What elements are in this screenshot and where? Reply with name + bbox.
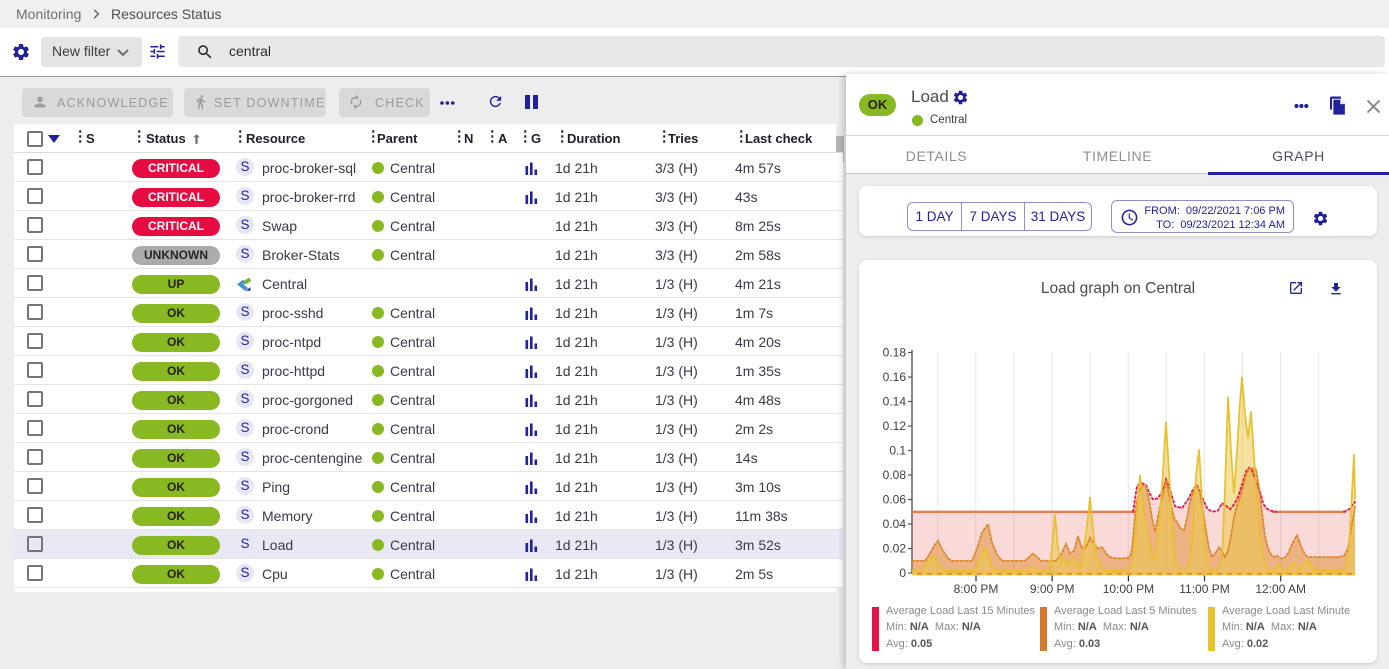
svg-text:0.12: 0.12: [883, 419, 907, 433]
svg-text:0.1: 0.1: [889, 444, 906, 458]
svg-text:0.08: 0.08: [883, 468, 907, 482]
svg-text:10:00 PM: 10:00 PM: [1103, 582, 1154, 596]
svg-text:0.14: 0.14: [883, 395, 907, 409]
svg-text:0: 0: [899, 566, 906, 580]
svg-text:0.18: 0.18: [883, 346, 907, 360]
svg-text:0.16: 0.16: [883, 370, 907, 384]
svg-text:11:00 PM: 11:00 PM: [1179, 582, 1229, 596]
svg-text:8:00 PM: 8:00 PM: [954, 582, 999, 596]
svg-text:0.02: 0.02: [883, 542, 907, 556]
svg-text:12:00 AM: 12:00 AM: [1255, 582, 1306, 596]
svg-text:0.04: 0.04: [883, 517, 907, 531]
svg-text:9:00 PM: 9:00 PM: [1030, 582, 1075, 596]
svg-text:0.06: 0.06: [883, 493, 907, 507]
